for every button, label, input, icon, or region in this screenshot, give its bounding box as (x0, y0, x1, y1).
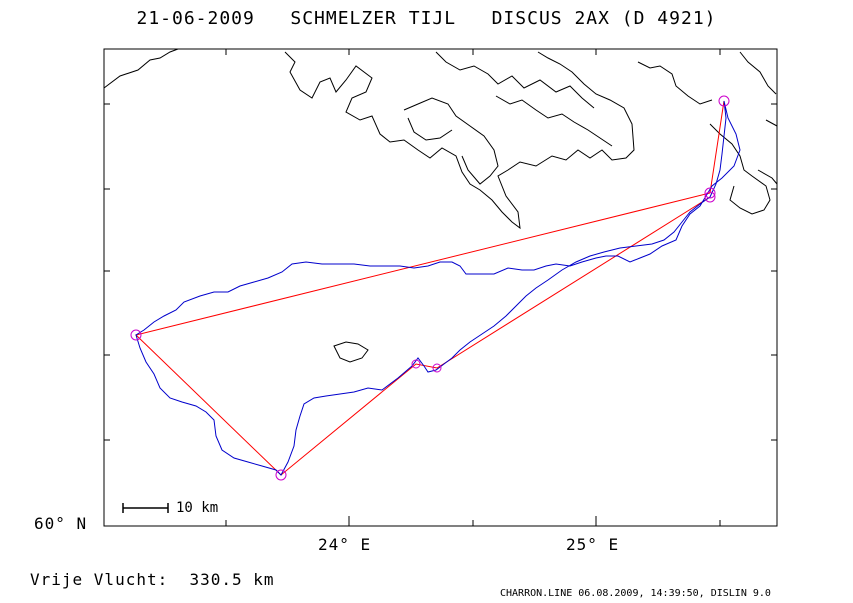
scale-bar-label: 10 km (176, 500, 219, 516)
turnpoint-marker (130, 329, 142, 341)
map-title: 21-06-2009 SCHMELZER TIJL DISCUS 2AX (D … (136, 8, 717, 29)
longitude-label-25: 25° E (566, 535, 620, 554)
turnpoints (130, 95, 730, 481)
flight-track (135, 100, 741, 476)
map-frame (103, 48, 778, 527)
task-lines (135, 100, 725, 476)
turnpoint-marker (411, 359, 421, 369)
longitude-label-24: 24° E (318, 535, 372, 554)
coastline (103, 48, 778, 363)
turnpoint-marker (704, 187, 716, 199)
turnpoint-marker (718, 95, 730, 107)
turnpoint-marker (275, 469, 287, 481)
turnpoint-marker (704, 191, 716, 203)
axis-ticks (104, 49, 777, 526)
turnpoint-marker (432, 363, 442, 373)
footer-credit: CHARRON.LINE 06.08.2009, 14:39:50, DISLI… (500, 588, 771, 599)
flight-distance: Vrije Vlucht: 330.5 km (30, 570, 275, 589)
latitude-label: 60° N (34, 514, 88, 533)
scale-bar (122, 503, 169, 513)
